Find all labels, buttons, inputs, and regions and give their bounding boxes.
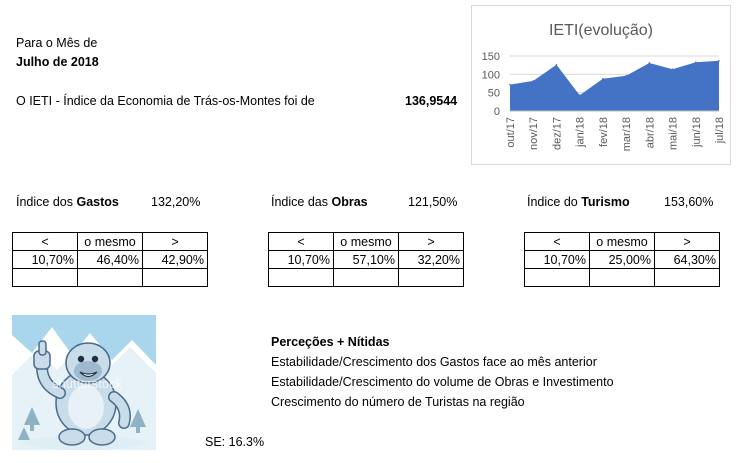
ieti-label: O IETI - Índice da Economia de Trás-os-M…	[16, 94, 315, 108]
data-point	[602, 77, 604, 80]
data-point	[671, 68, 674, 70]
obras-empty-cell	[333, 268, 399, 287]
x-tick-label: mai/18	[668, 117, 680, 150]
index-gastos-label: Índice dos Gastos	[16, 195, 119, 209]
turismo-empty-cell	[654, 268, 720, 287]
perception-item: Estabilidade/Crescimento dos Gastos face…	[271, 355, 597, 369]
data-point	[694, 61, 697, 64]
x-tick-label: dez/17	[551, 117, 563, 150]
x-tick-label: out/17	[505, 117, 517, 148]
x-tick-label: mar/18	[621, 117, 633, 151]
x-tick-label: nov/17	[528, 117, 540, 150]
y-tick-label: 0	[494, 106, 500, 118]
obras-header-less: <	[268, 232, 334, 251]
index-obras-value: 121,50%	[408, 195, 458, 209]
turismo-header-less: <	[524, 232, 590, 251]
index-gastos-value: 132,20%	[151, 195, 201, 209]
turismo-table: < o mesmo > 10,70% 25,00% 64,30%	[524, 232, 720, 287]
gastos-empty-cell	[12, 268, 78, 287]
ieti-value: 136,9544	[405, 94, 458, 108]
data-point	[625, 75, 627, 77]
gastos-table: < o mesmo > 10,70% 46,40% 42,90%	[12, 232, 208, 287]
gastos-header-less: <	[12, 232, 78, 251]
turismo-value-more: 64,30%	[654, 250, 720, 269]
index-turismo-name: Turismo	[581, 195, 630, 209]
turismo-header-more: >	[654, 232, 720, 251]
obras-header-same: o mesmo	[333, 232, 399, 251]
data-point	[648, 62, 651, 64]
gastos-value-same: 46,40%	[77, 250, 143, 269]
obras-value-more: 32,20%	[398, 250, 464, 269]
header-label: Para o Mês de	[16, 36, 98, 50]
chart-title: IETI(evolução)	[549, 22, 653, 39]
obras-empty-cell	[268, 268, 334, 287]
data-point	[555, 64, 558, 66]
turismo-header-same: o mesmo	[589, 232, 655, 251]
x-tick-label: fev/18	[598, 117, 610, 147]
perception-item: Crescimento do número de Turistas na reg…	[271, 395, 525, 409]
gastos-header-more: >	[142, 232, 208, 251]
turismo-value-less: 10,70%	[524, 250, 590, 269]
yeti-illustration: shutterstock	[12, 315, 156, 450]
data-point	[509, 83, 511, 86]
index-obras-name: Obras	[331, 195, 368, 209]
ieti-chart: IETI(evolução) 0 50 100 150 out/17 nov/17 dez/1…	[471, 5, 731, 165]
y-tick-label: 100	[482, 69, 500, 81]
data-point	[532, 80, 535, 82]
index-gastos-name: Gastos	[76, 195, 119, 209]
series-area	[510, 60, 719, 111]
month-label: Julho de 2018	[16, 55, 99, 69]
data-point	[578, 94, 581, 97]
gastos-value-more: 42,90%	[142, 250, 208, 269]
perception-item: Estabilidade/Crescimento do volume de Ob…	[271, 375, 614, 389]
turismo-empty-cell	[589, 268, 655, 287]
index-turismo-value: 153,60%	[664, 195, 714, 209]
gastos-empty-cell	[77, 268, 143, 287]
x-tick-label: jan/18	[575, 117, 587, 148]
y-tick-label: 150	[482, 51, 500, 63]
x-tick-label: abr/18	[644, 117, 656, 148]
y-tick-label: 50	[488, 88, 500, 100]
gastos-header-same: o mesmo	[77, 232, 143, 251]
index-turismo-label: Índice do Turismo	[527, 195, 630, 209]
obras-value-less: 10,70%	[268, 250, 334, 269]
obras-empty-cell	[398, 268, 464, 287]
turismo-value-same: 25,00%	[589, 250, 655, 269]
turismo-empty-cell	[524, 268, 590, 287]
gastos-empty-cell	[142, 268, 208, 287]
x-tick-label: jun/18	[691, 117, 703, 148]
index-obras-label: Índice das Obras	[271, 195, 368, 209]
se-label: SE: 16.3%	[205, 435, 265, 449]
ieti-chart-svg: IETI(evolução) 0 50 100 150 out/17 nov/17 dez/1…	[482, 22, 726, 151]
obras-table: < o mesmo > 10,70% 57,10% 32,20%	[268, 232, 464, 287]
data-point	[718, 59, 720, 62]
gastos-value-less: 10,70%	[12, 250, 78, 269]
obras-value-same: 57,10%	[333, 250, 399, 269]
watermark-text: shutterstock	[52, 376, 123, 391]
x-tick-label: jul/18	[714, 117, 726, 144]
perceptions-title: Perceções + Nítidas	[271, 335, 390, 349]
obras-header-more: >	[398, 232, 464, 251]
